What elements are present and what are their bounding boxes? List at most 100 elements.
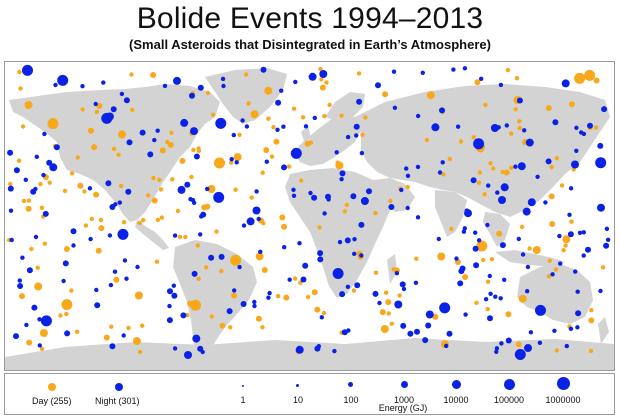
night-event-dot bbox=[229, 157, 234, 162]
night-event-dot bbox=[177, 185, 186, 194]
chart-subtitle: (Small Asteroids that Disintegrated in E… bbox=[129, 37, 491, 52]
day-event-dot bbox=[513, 107, 518, 112]
day-event-dot bbox=[154, 259, 160, 264]
night-event-dot bbox=[493, 294, 498, 299]
night-event-dot bbox=[107, 233, 113, 238]
day-event-dot bbox=[210, 112, 216, 117]
night-event-dot bbox=[117, 228, 129, 240]
night-event-dot bbox=[577, 230, 583, 235]
night-event-dot bbox=[317, 250, 324, 257]
night-event-dot bbox=[440, 160, 445, 165]
night-event-dot bbox=[31, 304, 38, 311]
day-event-dot bbox=[113, 276, 120, 283]
night-event-dot bbox=[567, 231, 574, 238]
night-event-dot bbox=[575, 289, 580, 294]
night-event-dot bbox=[504, 123, 509, 128]
day-event-dot bbox=[126, 325, 131, 331]
energy-scale-dot-1 bbox=[242, 385, 244, 387]
night-event-dot bbox=[105, 180, 112, 187]
night-event-dot bbox=[535, 174, 540, 179]
day-event-dot bbox=[291, 106, 297, 111]
night-event-dot bbox=[354, 282, 361, 289]
night-event-dot bbox=[558, 261, 563, 266]
day-event-dot bbox=[103, 334, 110, 341]
day-event-dot bbox=[281, 223, 288, 230]
night-event-dot bbox=[392, 105, 398, 110]
night-event-dot bbox=[568, 186, 574, 191]
night-legend-dot bbox=[115, 383, 123, 391]
energy-scale-label-10: 10 bbox=[292, 395, 303, 405]
day-event-dot bbox=[69, 171, 75, 176]
day-event-dot bbox=[588, 348, 594, 354]
day-event-dot bbox=[109, 324, 114, 329]
night-event-dot bbox=[598, 288, 603, 294]
night-event-dot bbox=[167, 303, 172, 309]
night-event-dot bbox=[71, 243, 76, 248]
night-event-dot bbox=[499, 242, 506, 249]
day-event-dot bbox=[351, 288, 357, 293]
day-event-dot bbox=[553, 267, 559, 272]
night-event-dot bbox=[446, 330, 453, 337]
night-event-dot bbox=[317, 256, 324, 263]
night-event-dot bbox=[9, 237, 14, 243]
night-event-dot bbox=[287, 277, 292, 282]
night-event-dot bbox=[303, 124, 309, 129]
energy-scale-label-1: 1 bbox=[240, 395, 246, 405]
night-event-dot bbox=[552, 119, 559, 126]
night-event-dot bbox=[117, 200, 123, 205]
day-event-dot bbox=[21, 198, 27, 204]
night-event-dot bbox=[319, 70, 328, 78]
night-event-dot bbox=[7, 149, 14, 156]
night-event-dot bbox=[275, 99, 282, 106]
night-event-dot bbox=[147, 151, 154, 158]
night-event-dot bbox=[167, 288, 173, 295]
night-event-dot bbox=[322, 211, 327, 216]
day-event-dot bbox=[424, 137, 430, 143]
night-event-dot bbox=[500, 183, 509, 192]
day-event-dot bbox=[229, 160, 234, 165]
energy-scale-label-1000: 1000 bbox=[393, 395, 415, 405]
night-event-dot bbox=[184, 351, 192, 359]
night-event-dot bbox=[166, 317, 173, 324]
day-event-dot bbox=[159, 215, 164, 220]
night-event-dot bbox=[399, 187, 404, 193]
greenland bbox=[205, 68, 287, 124]
night-event-dot bbox=[407, 330, 414, 337]
night-event-dot bbox=[537, 340, 543, 345]
night-event-dot bbox=[33, 186, 38, 192]
new-zealand bbox=[598, 317, 609, 344]
day-event-dot bbox=[205, 90, 211, 96]
day-event-dot bbox=[119, 183, 124, 189]
night-event-dot bbox=[498, 196, 506, 204]
day-event-dot bbox=[137, 220, 142, 226]
night-event-dot bbox=[545, 158, 552, 165]
day-event-dot bbox=[39, 346, 45, 351]
day-event-dot bbox=[228, 325, 233, 330]
night-event-dot bbox=[124, 276, 129, 281]
night-event-dot bbox=[552, 328, 557, 333]
energy-axis-title: Energy (GJ) bbox=[378, 403, 428, 413]
night-legend-label: Night (301) bbox=[95, 396, 140, 406]
day-event-dot bbox=[16, 158, 22, 163]
night-event-dot bbox=[425, 322, 432, 329]
night-event-dot bbox=[121, 333, 126, 338]
day-event-dot bbox=[47, 118, 59, 130]
night-event-dot bbox=[420, 70, 425, 75]
night-event-dot bbox=[24, 322, 29, 328]
day-event-dot bbox=[269, 154, 275, 159]
night-event-dot bbox=[64, 330, 71, 337]
night-event-dot bbox=[101, 112, 113, 124]
night-event-dot bbox=[377, 300, 382, 306]
night-event-dot bbox=[517, 162, 526, 171]
night-event-dot bbox=[316, 344, 321, 349]
night-event-dot bbox=[173, 76, 181, 85]
day-event-dot bbox=[471, 135, 476, 140]
night-event-dot bbox=[525, 138, 534, 147]
day-event-dot bbox=[476, 180, 482, 185]
night-event-dot bbox=[514, 349, 526, 360]
night-event-dot bbox=[527, 198, 536, 207]
night-event-dot bbox=[585, 246, 591, 253]
day-event-dot bbox=[554, 348, 559, 353]
night-event-dot bbox=[359, 150, 365, 156]
day-event-dot bbox=[141, 217, 146, 223]
